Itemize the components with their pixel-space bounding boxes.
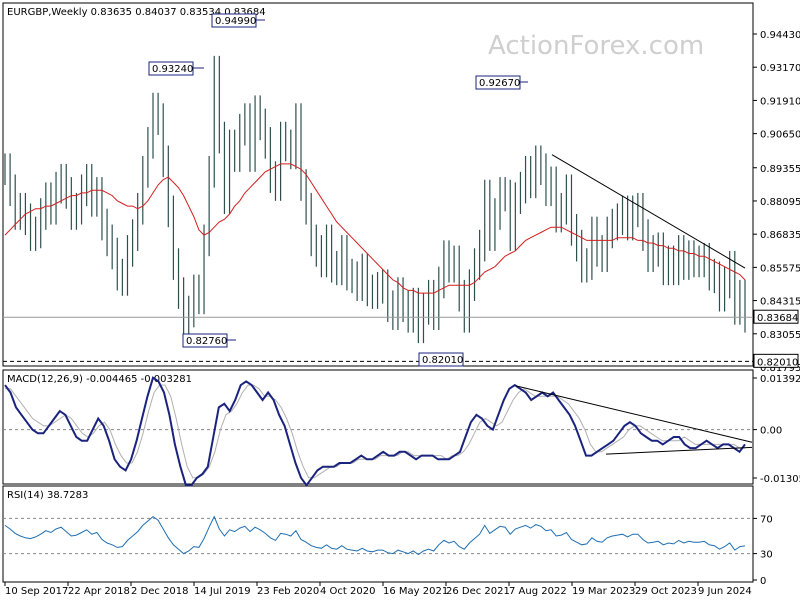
price-title: EURGBP,Weekly 0.83635 0.84037 0.83534 0.…: [7, 7, 266, 18]
price-layer: [3, 55, 753, 362]
x-axis-label: 16 May 2021: [383, 586, 448, 597]
rsi-title: RSI(14) 38.7283: [7, 490, 88, 501]
current-price-tag-label: 0.83684: [757, 313, 798, 324]
price-ytick-label: 0.88095: [760, 197, 800, 208]
macd-trendline-lower: [605, 446, 753, 455]
price-annotation-box: [418, 352, 464, 367]
rsi-line: [4, 515, 746, 556]
moving-average-line: [4, 163, 746, 294]
macd-ytick-label: 0.00: [760, 426, 782, 437]
x-axis-label: 10 Sep 2017: [5, 586, 68, 597]
support-price-tag: [753, 353, 799, 368]
price-ytick-label: 0.86835: [760, 230, 800, 241]
price-annotation-label: 0.93240: [152, 64, 193, 75]
rsi-panel: [2, 485, 754, 583]
support-price-tag-label: 0.82010: [757, 357, 798, 368]
price-ytick-label: 0.89355: [760, 164, 800, 175]
x-axis-label: 14 Jul 2019: [194, 586, 251, 597]
price-annotation-label: 0.94990: [215, 16, 256, 27]
macd-title: MACD(12,26,9) -0.004465 -0.003281: [7, 374, 192, 385]
macd-ytick-label: 0.013925: [760, 374, 800, 385]
x-axis-label: 4 Oct 2020: [320, 586, 375, 597]
price-ytick-label: 0.85575: [760, 263, 800, 274]
macd-line: [4, 376, 746, 487]
price-ytick-label: 0.94430: [760, 30, 800, 41]
macd-ytick-label: -0.013056: [760, 474, 800, 485]
x-axis-label: 26 Dec 2021: [446, 586, 510, 597]
x-axis-label: 7 Aug 2022: [509, 586, 567, 597]
price-ytick-label: 0.91910: [760, 96, 800, 107]
axis-layer: 0.94430 0.93170 0.91910 0.90650 0.89355 0.880…: [4, 30, 800, 597]
price-annotation-label: 0.82760: [186, 336, 227, 347]
macd-panel: [2, 369, 754, 485]
rsi-ytick-label: 30: [760, 550, 773, 561]
x-axis-label: 9 Jun 2024: [698, 586, 752, 597]
x-axis-label: 22 Apr 2018: [68, 586, 130, 597]
x-axis-label: 29 Oct 2023: [635, 586, 697, 597]
x-axis-label: 19 Mar 2023: [572, 586, 635, 597]
rsi-ytick-label: 0: [760, 576, 766, 587]
price-ytick-label: 0.90650: [760, 130, 800, 141]
x-axis-label: 2 Dec 2018: [131, 586, 189, 597]
price-annotation-label: 0.92670: [479, 78, 520, 89]
watermark: ActionForex.com: [488, 31, 704, 61]
current-price-tag: [753, 309, 799, 324]
rsi-ytick-label: 70: [760, 514, 773, 525]
price-annotation-label: 0.82010: [422, 355, 463, 366]
price-trendline: [551, 154, 746, 269]
annotation-layer: 0.94990 0.93240 0.92670 0.82760 0.82010: [148, 13, 528, 367]
price-ytick-label: 0.93170: [760, 63, 800, 74]
macd-layer: 0.013925 0.00 -0.013056: [3, 374, 800, 487]
price-ytick-label: 0.84315: [760, 297, 800, 308]
macd-trendline-upper: [515, 385, 753, 443]
rsi-layer: 70 30 0: [3, 514, 773, 587]
price-ytick-label: 0.83055: [760, 330, 800, 341]
price-ytick-label: 0.81795: [760, 363, 800, 374]
x-axis-label: 23 Feb 2020: [257, 586, 319, 597]
